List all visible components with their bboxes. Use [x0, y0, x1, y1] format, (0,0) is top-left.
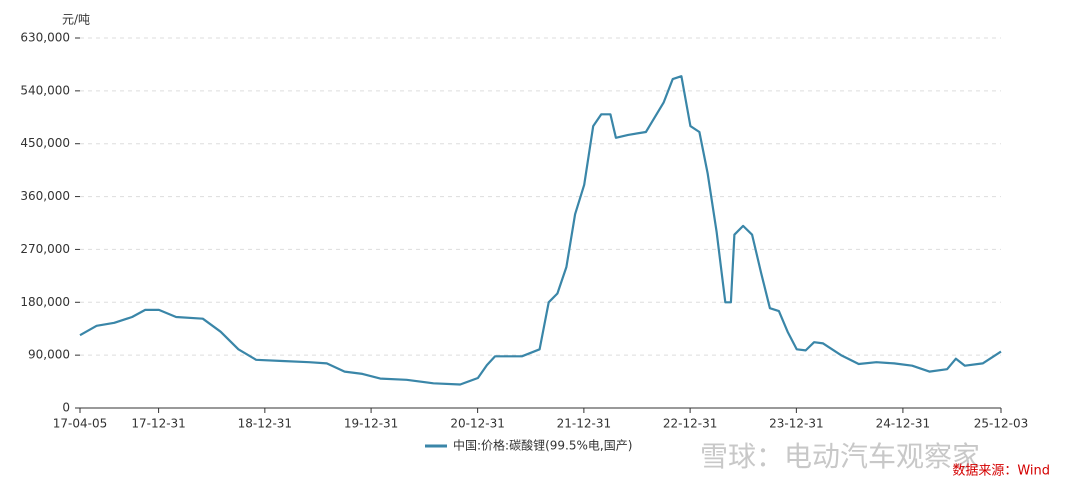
y-tick-label: 0 [62, 401, 70, 415]
y-tick-label: 90,000 [28, 348, 70, 362]
x-tick-label: 23-12-31 [769, 417, 823, 431]
x-tick-label: 17-12-31 [131, 417, 185, 431]
x-tick-label: 19-12-31 [344, 417, 398, 431]
watermark: 雪球：电动汽车观察家 [700, 440, 980, 473]
y-tick-label: 450,000 [20, 136, 70, 150]
x-tick-label: 17-04-05 [53, 417, 107, 431]
y-tick-label: 180,000 [20, 295, 70, 309]
unit-label: 元/吨 [62, 13, 90, 27]
y-tick-label: 630,000 [20, 31, 70, 45]
x-tick-label: 20-12-31 [450, 417, 504, 431]
source-note: 数据来源：Wind [952, 464, 1050, 479]
x-tick-label: 25-12-03 [974, 417, 1028, 431]
legend-label: 中国:价格:碳酸锂(99.5%电,国产) [453, 438, 632, 453]
x-tick-label: 22-12-31 [663, 417, 717, 431]
x-tick-label: 24-12-31 [876, 417, 930, 431]
x-tick-label: 21-12-31 [557, 417, 611, 431]
x-tick-label: 18-12-31 [238, 417, 292, 431]
y-tick-label: 360,000 [20, 189, 70, 203]
y-tick-label: 270,000 [20, 242, 70, 256]
y-tick-label: 540,000 [20, 83, 70, 97]
line [79, 75, 1002, 386]
